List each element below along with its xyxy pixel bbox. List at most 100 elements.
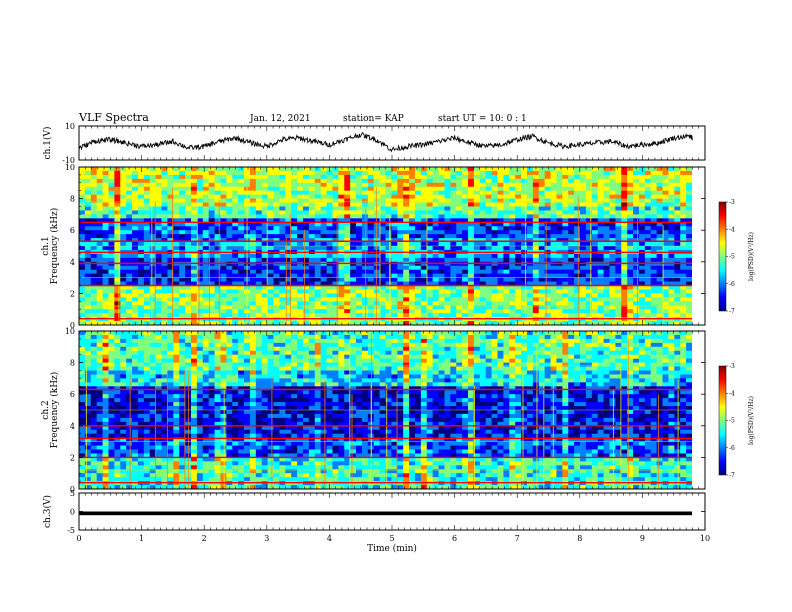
ch1-spectrogram-cell — [662, 198, 669, 203]
ch2-spectrogram-cell — [538, 342, 546, 348]
ch1-spectrogram-cell — [426, 281, 434, 286]
ch1-spectrogram-cell — [149, 214, 157, 219]
ch1-spectrogram-cell — [255, 285, 263, 290]
ch1-spectrogram-cell — [686, 218, 693, 223]
ch1-spectrogram-cell — [450, 285, 457, 290]
ch1-spectrogram-cell — [403, 273, 410, 278]
ch1-spectrogram-cell — [609, 305, 616, 310]
ch1-spectrogram-cell — [680, 178, 687, 184]
ch1-spectrogram-cell — [615, 313, 622, 318]
ch1-spectrogram-cell — [84, 206, 92, 211]
ch1-spectrogram-cell — [143, 257, 151, 263]
ch2-spectrogram-cell — [308, 342, 316, 348]
ch1-spectrogram-cell — [597, 313, 604, 318]
ch2-spectrogram-cell — [532, 350, 540, 356]
ch1-spectrogram-cell — [79, 218, 86, 223]
ch2-spectrogram-cell — [444, 358, 451, 363]
ch1-spectrogram-cell — [479, 190, 487, 196]
ch2-spectrogram-cell — [238, 346, 245, 352]
ch2-spectrogram-cell — [686, 331, 693, 336]
ch1-spectrogram-cell — [379, 265, 386, 271]
ch1-spectrogram-cell — [385, 226, 392, 231]
ch1-spectrogram-cell — [356, 202, 363, 207]
ch1-spectrogram-cell — [196, 234, 204, 239]
ch1-spectrogram-cell — [155, 198, 162, 203]
ch1-spectrogram-cell — [373, 202, 380, 207]
ch1-spectrogram-cell — [591, 194, 599, 199]
ch1-spectrogram-cell — [279, 321, 286, 326]
ch1-spectrogram-cell — [426, 265, 434, 271]
ch2-spectrogram-cell — [456, 354, 463, 360]
ch1-spectrogram-cell — [90, 226, 98, 231]
ch1-spectrogram-cell — [468, 170, 475, 176]
ch1-spectrogram-cell — [432, 289, 439, 294]
ch1-spectrogram-cell — [96, 238, 103, 243]
ch1-spectrogram-cell — [550, 305, 557, 310]
ch1-spectrogram-cell — [108, 273, 115, 278]
ch1-spectrogram-cell — [668, 242, 675, 247]
ch1-spectrogram-cell — [373, 194, 380, 199]
ch1-spectrogram-cell — [338, 281, 345, 286]
ch1-spectrogram-cell — [515, 182, 522, 188]
ch1-spectrogram-cell — [633, 257, 640, 263]
ch1-spectrogram-cell — [344, 265, 351, 271]
ch1-spectrogram-cell — [238, 309, 245, 314]
ch1-spectrogram-cell — [385, 293, 392, 298]
ch1-spectrogram-cell — [137, 265, 145, 271]
ch1-spectrogram-cell — [267, 182, 274, 188]
ch1-spectrogram-cell — [568, 309, 575, 314]
ch1-spectrogram-cell — [373, 222, 380, 227]
ch2-spectrogram-cell — [562, 354, 569, 360]
ch1-spectrogram-cell — [79, 190, 86, 196]
ch1-spectrogram-cell — [332, 186, 339, 192]
ch1-spectrogram-cell — [373, 301, 380, 306]
ch1-spectrogram-cell — [320, 206, 327, 211]
ch1-spectrogram-cell — [173, 246, 180, 251]
ch1-spectrogram-cell — [485, 238, 492, 243]
ch1-spectrogram-cell — [132, 170, 139, 176]
ch1-spectrogram-cell — [521, 309, 528, 314]
ch1-spectrogram-cell — [126, 186, 133, 192]
ch1-spectrogram-cell — [202, 202, 210, 207]
ch2-spectrogram-cell — [627, 354, 634, 360]
ch1-spectrogram-cell — [568, 202, 575, 207]
ch1-spectrogram-cell — [574, 269, 581, 275]
ch2-spectrogram-cell — [538, 354, 546, 360]
ch2-spectrogram-cell — [609, 354, 616, 360]
ch1-spectrogram-cell — [491, 289, 498, 294]
ch1-spectrogram-cell — [120, 265, 127, 271]
ch1-spectrogram-cell — [491, 257, 498, 263]
ch1-spectrogram-cell — [568, 253, 575, 259]
ch1-spectrogram-cell — [356, 269, 363, 275]
ch1-spectrogram-cell — [132, 238, 139, 243]
ch1-spectrogram-cell — [638, 206, 646, 211]
ch2-spectrogram-cell — [226, 334, 233, 340]
ch1-spectrogram-cell — [202, 285, 210, 290]
ch1-spectrogram-cell — [320, 265, 327, 271]
ch1-spectrogram-cell — [96, 277, 103, 282]
ch1-spectrogram-cell — [273, 210, 280, 215]
ch1-spectrogram-cell — [674, 289, 681, 294]
ch1-spectrogram-cell — [279, 281, 286, 286]
ch1-spectrogram-cell — [568, 230, 575, 235]
ch1-spectrogram-cell — [90, 190, 98, 196]
ch1-spectrogram-cell — [373, 246, 380, 251]
ch1-spectrogram-cell — [503, 186, 510, 192]
ch1-spectrogram-cell — [350, 313, 357, 318]
ch1-spectrogram-cell — [597, 170, 604, 176]
ch1-spectrogram-cell — [308, 218, 316, 223]
ch1-spectrogram-cell — [161, 313, 168, 318]
ch1-spectrogram-cell — [202, 214, 210, 219]
ch2-spectrogram-cell — [462, 350, 469, 356]
ch1-spectrogram-cell — [550, 214, 557, 219]
ch1-spectrogram-cell — [409, 182, 416, 188]
ch1-spectrogram-cell — [114, 210, 121, 215]
ch1-spectrogram-cell — [332, 226, 339, 231]
ch1-spectrogram-cell — [650, 174, 658, 180]
ch1-spectrogram-cell — [515, 269, 522, 275]
ch1-spectrogram-cell — [332, 289, 339, 294]
ch1-spectrogram-cell — [208, 218, 215, 223]
ch1-spectrogram-cell — [609, 226, 616, 231]
ch2-spectrogram-cell — [627, 338, 634, 344]
ch1-spectrogram-cell — [302, 210, 310, 215]
